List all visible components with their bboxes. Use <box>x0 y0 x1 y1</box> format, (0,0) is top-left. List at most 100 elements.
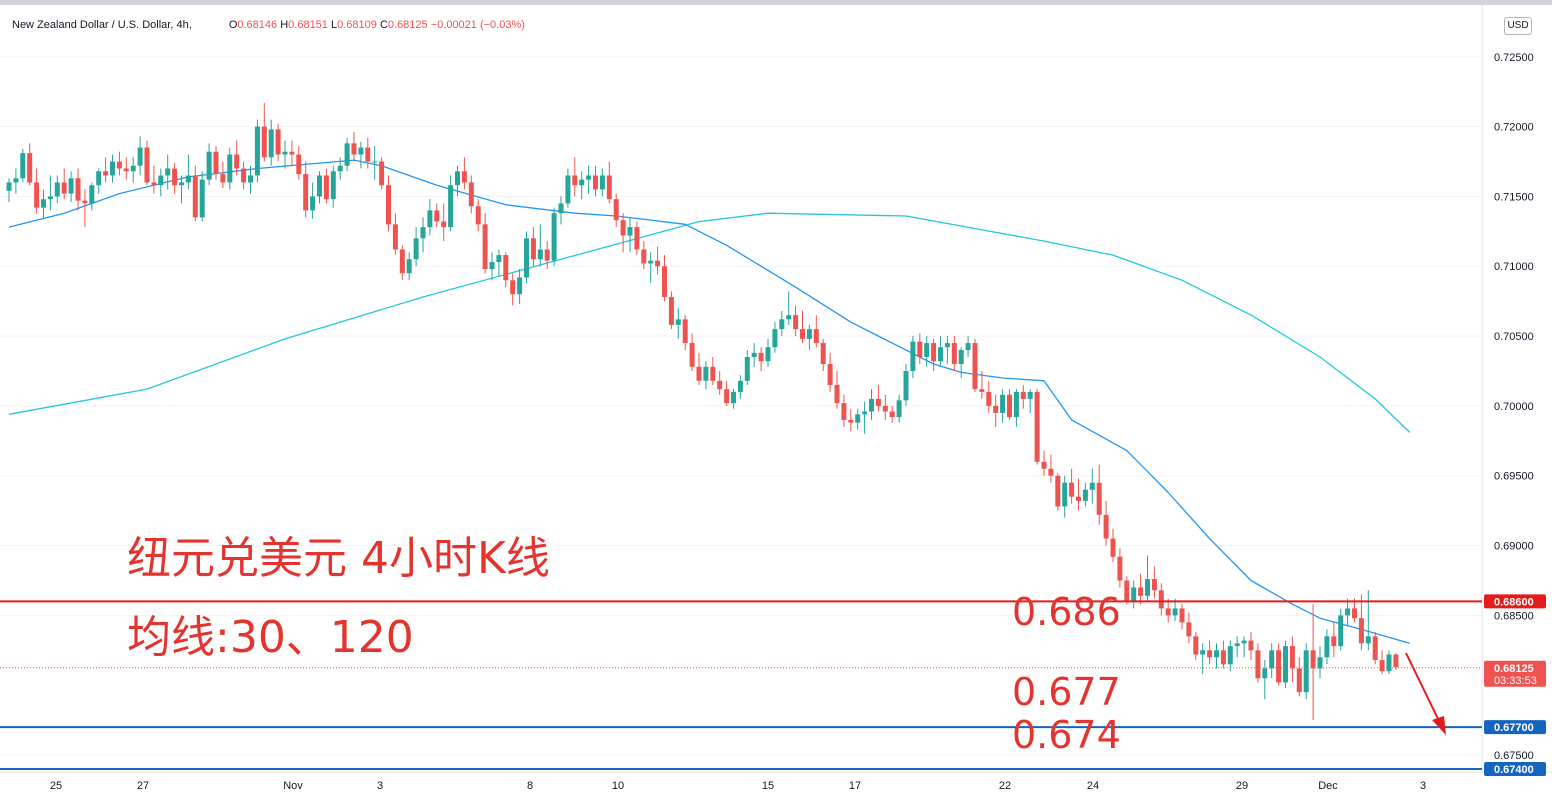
candle-body-down <box>241 168 247 183</box>
candle-body-up <box>13 178 19 183</box>
candle-body-down <box>1220 650 1226 665</box>
candle-body-down <box>634 227 640 250</box>
candle-body-down <box>351 143 357 155</box>
candle-body-up <box>579 179 585 186</box>
candle-body-up <box>537 249 543 260</box>
candle-body-down <box>1372 636 1378 661</box>
candle-body-down <box>482 224 488 270</box>
candle-body-down <box>1020 391 1026 399</box>
candle-body-up <box>358 147 364 155</box>
y-tick-label: 0.70500 <box>1494 331 1534 343</box>
candle-body-down <box>1103 514 1109 539</box>
candle-body-down <box>951 343 957 365</box>
high-value: 0.68151 <box>288 19 328 31</box>
candle-body-up <box>1214 650 1219 658</box>
candle-body-down <box>234 154 240 169</box>
candle-body-up <box>1345 608 1351 616</box>
candle-body-up <box>1338 615 1344 647</box>
candle-body-up <box>744 357 750 381</box>
candle-body-down <box>392 224 398 250</box>
close-value: 0.68125 <box>387 19 428 31</box>
candle-body-down <box>1186 622 1192 637</box>
candle-body-down <box>275 129 281 155</box>
candle-body-up <box>924 343 930 358</box>
candle-body-up <box>1172 608 1178 616</box>
candle-body-down <box>144 147 150 183</box>
candle-body-down <box>503 255 509 281</box>
annotation-level-686: 0.686 <box>1012 590 1121 634</box>
candle-body-up <box>185 175 191 183</box>
annotation-level-677: 0.677 <box>1012 670 1121 714</box>
price-axis-labels: 0.72500 0.72000 0.71500 0.71000 0.70500 0.700… <box>1494 52 1534 762</box>
candle-body-up <box>869 398 874 412</box>
candle-body-down <box>986 391 992 406</box>
candle-body-down <box>34 182 40 208</box>
candle-body-up <box>455 171 460 186</box>
candle-body-down <box>662 266 667 297</box>
symbol-title[interactable]: New Zealand Dollar / U.S. Dollar, 4h, <box>12 19 192 31</box>
candle-body-up <box>282 151 288 155</box>
candle-body-up <box>344 143 350 166</box>
candle-body-up <box>165 168 171 176</box>
annotation-level-674: 0.674 <box>1012 713 1121 757</box>
candle-body-up <box>489 262 495 270</box>
down-arrow <box>1405 652 1446 735</box>
candle-body-up <box>1062 482 1068 507</box>
candle-body-up <box>406 259 412 274</box>
candle-body-up <box>206 151 212 180</box>
candle-body-down <box>386 185 391 225</box>
candle-body-up <box>1227 646 1233 665</box>
currency-button[interactable]: USD <box>1504 17 1532 35</box>
candle-body-down <box>1096 482 1102 515</box>
candle-body-up <box>731 391 736 404</box>
candle-body-up <box>703 366 709 381</box>
candle-body-down <box>834 384 840 404</box>
candle-body-up <box>910 341 916 371</box>
change-value: −0.00021 (−0.03%) <box>430 19 525 31</box>
candle-body-down <box>1358 618 1364 644</box>
candles-layer <box>6 102 1399 721</box>
candle-body-down <box>192 175 198 218</box>
candle-body-down <box>441 221 447 228</box>
y-tick-label: 0.68500 <box>1494 610 1534 622</box>
close-label: C <box>379 19 388 31</box>
candle-body-up <box>1000 394 1006 413</box>
candle-body-down <box>61 182 67 194</box>
candle-body-up <box>1234 643 1240 647</box>
high-label: H <box>280 19 289 31</box>
candle-body-down <box>682 319 688 344</box>
candle-body-up <box>765 347 771 362</box>
candle-body-up <box>179 182 184 186</box>
annotation-ma-label: 均线:30、120 <box>127 612 414 663</box>
candle-body-down <box>103 171 109 176</box>
candle-body-up <box>1089 482 1095 490</box>
candle-body-up <box>248 175 253 183</box>
price-tag <box>1484 762 1546 777</box>
candle-body-down <box>820 343 826 365</box>
candle-body-up <box>20 153 26 179</box>
candle-body-up <box>944 343 950 348</box>
candle-body-up <box>1082 489 1088 501</box>
candle-body-down <box>1179 608 1185 623</box>
candle-body-down <box>710 366 716 381</box>
candle-body-up <box>427 210 433 228</box>
annotation-title: 纽元兑美元 4小时K线 <box>127 533 550 584</box>
candle-body-down <box>813 329 819 344</box>
candle-body-down <box>1138 587 1144 596</box>
candle-body-up <box>648 260 654 264</box>
ma120-line <box>8 212 1411 433</box>
candle-body-up <box>524 238 529 278</box>
candle-body-down <box>1041 461 1047 469</box>
candle-body-up <box>938 347 943 362</box>
low-label: L <box>330 19 338 31</box>
candle-body-up <box>47 196 53 200</box>
x-tick-label: 3 <box>1420 780 1426 792</box>
price-tag <box>1484 594 1546 609</box>
candle-body-up <box>110 161 115 176</box>
candle-body-down <box>1124 580 1130 602</box>
candle-body-down <box>379 161 385 186</box>
candle-body-down <box>641 249 647 264</box>
